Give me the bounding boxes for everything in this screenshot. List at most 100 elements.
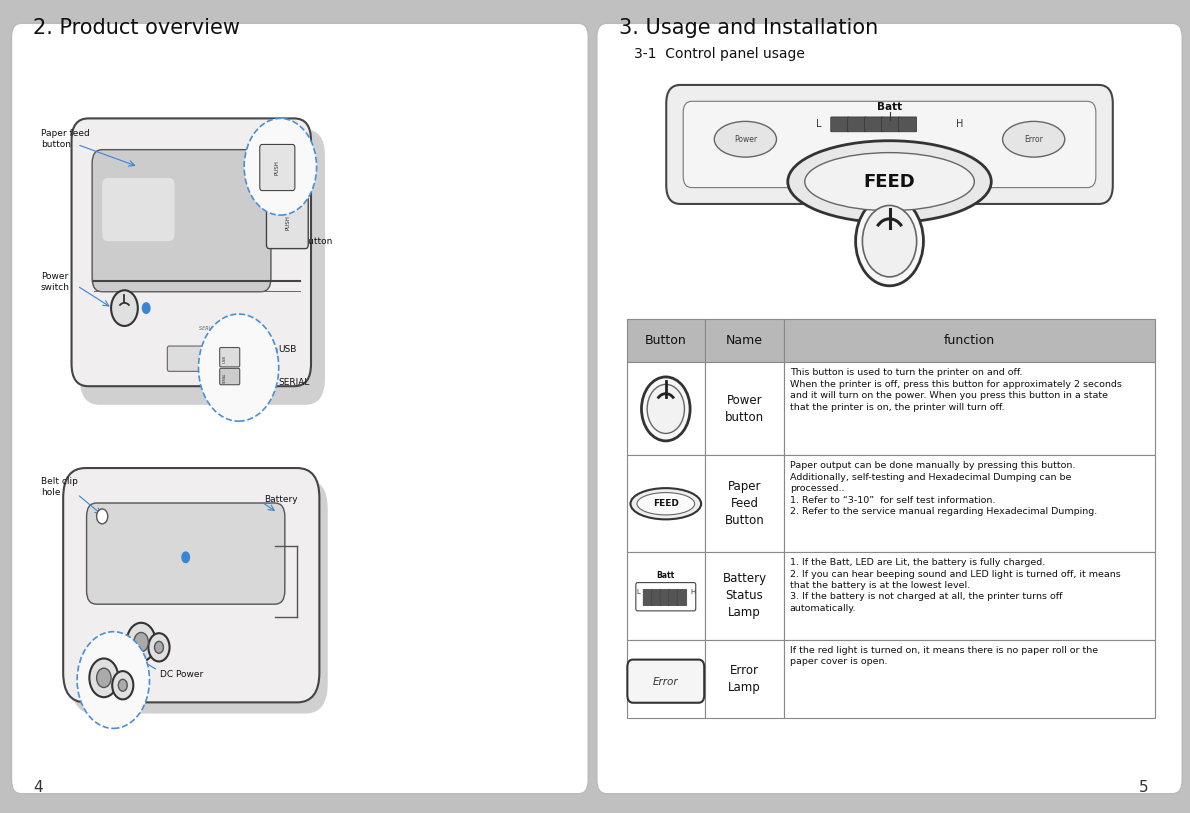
Circle shape [863,206,916,277]
FancyBboxPatch shape [898,117,916,132]
Text: Error
Lamp: Error Lamp [728,664,760,694]
FancyBboxPatch shape [847,117,866,132]
FancyBboxPatch shape [71,479,327,714]
Text: PUSH: PUSH [275,160,280,175]
FancyBboxPatch shape [259,145,295,190]
Bar [704,455,784,552]
Bar [627,455,704,552]
FancyBboxPatch shape [865,117,883,132]
Circle shape [96,509,108,524]
Text: H: H [957,119,964,128]
Bar [627,363,704,455]
Circle shape [96,668,111,688]
Bar [784,640,1155,718]
Ellipse shape [1003,121,1065,157]
FancyBboxPatch shape [683,102,1096,188]
Text: Button: Button [645,334,687,347]
Bar [704,320,784,363]
FancyBboxPatch shape [71,119,311,386]
Circle shape [149,633,169,662]
FancyBboxPatch shape [831,117,848,132]
Ellipse shape [804,153,975,211]
FancyBboxPatch shape [596,24,1183,793]
Text: Paper output can be done manually by pressing this button.
Additionally, self-te: Paper output can be done manually by pre… [790,461,1097,516]
Text: function: function [944,334,995,347]
FancyBboxPatch shape [666,85,1113,204]
Text: Power: Power [734,135,757,144]
Text: 4: 4 [33,780,43,795]
FancyBboxPatch shape [882,117,900,132]
Circle shape [89,659,118,698]
Text: SERIAL: SERIAL [223,373,227,383]
Ellipse shape [714,121,777,157]
FancyBboxPatch shape [87,503,284,604]
FancyBboxPatch shape [677,589,687,606]
Text: This button is used to turn the printer on and off.
When the printer is off, pre: This button is used to turn the printer … [790,368,1122,411]
FancyBboxPatch shape [267,197,308,249]
Text: 1. If the Batt, LED are Lit, the battery is fully charged.
2. If you can hear be: 1. If the Batt, LED are Lit, the battery… [790,558,1121,613]
Circle shape [155,641,163,654]
Circle shape [134,633,149,652]
Bar [627,640,704,718]
FancyBboxPatch shape [669,589,678,606]
Text: SERIAL: SERIAL [278,378,311,387]
Circle shape [647,385,684,433]
Circle shape [181,551,190,563]
Text: L: L [816,119,821,128]
Circle shape [244,119,317,215]
Circle shape [856,197,923,286]
Bar [704,552,784,640]
Text: Battery
Status
Lamp: Battery Status Lamp [722,572,766,620]
Bar [704,640,784,718]
Bar [784,455,1155,552]
Circle shape [641,377,690,441]
FancyBboxPatch shape [63,468,319,702]
Text: Error: Error [1025,135,1044,144]
Text: USB: USB [278,345,298,354]
FancyBboxPatch shape [220,347,239,367]
Text: Error: Error [653,677,678,687]
Text: Name: Name [726,334,763,347]
Text: PUSH: PUSH [286,215,290,230]
Text: Batt: Batt [877,102,902,111]
Bar [784,320,1155,363]
FancyBboxPatch shape [660,589,670,606]
Text: USB: USB [223,354,227,363]
Circle shape [112,671,133,699]
Circle shape [111,290,138,326]
Text: 3-1  Control panel usage: 3-1 Control panel usage [634,47,806,61]
Text: Paper feed
button: Paper feed button [40,129,89,150]
Text: SERIAL USB: SERIAL USB [199,327,228,332]
Bar [627,552,704,640]
Text: 5: 5 [1139,780,1148,795]
Circle shape [126,623,156,662]
Ellipse shape [788,141,991,223]
Circle shape [118,680,127,691]
Ellipse shape [631,488,701,520]
Circle shape [77,632,150,728]
Text: 2. Product overview: 2. Product overview [33,18,240,38]
Text: Batt: Batt [657,571,675,580]
Ellipse shape [637,493,695,515]
Circle shape [199,314,278,421]
Text: Belt clip
hole: Belt clip hole [40,476,77,497]
FancyBboxPatch shape [168,346,234,372]
FancyBboxPatch shape [627,659,704,702]
Text: Power
switch: Power switch [40,272,70,292]
Circle shape [142,302,151,314]
Text: 3. Usage and Installation: 3. Usage and Installation [619,18,878,38]
FancyBboxPatch shape [643,589,653,606]
Text: H: H [690,589,695,594]
Text: Power
button: Power button [725,394,764,424]
Text: Battery: Battery [264,495,298,504]
Text: Open Button: Open Button [275,237,332,246]
Text: Paper
Feed
Button: Paper Feed Button [725,480,764,528]
Text: If the red light is turned on, it means there is no paper roll or the
paper cove: If the red light is turned on, it means … [790,646,1098,667]
Bar [784,363,1155,455]
Text: FEED: FEED [653,499,678,508]
Text: L: L [637,589,640,594]
Bar [627,320,704,363]
FancyBboxPatch shape [80,129,325,405]
Text: FEED: FEED [864,172,915,190]
Text: DC Power: DC Power [159,671,202,680]
